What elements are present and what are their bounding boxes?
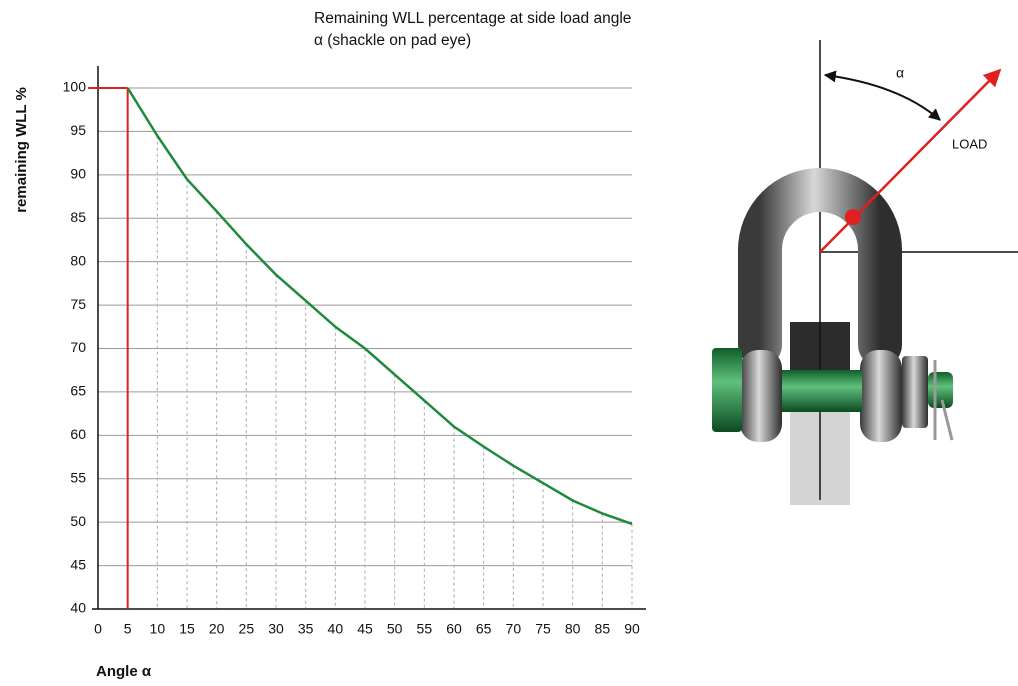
pin-head (712, 348, 742, 432)
y-tick-label: 65 (70, 383, 86, 399)
pin-end (928, 372, 953, 408)
chart-title: Remaining WLL percentage at side load an… (314, 10, 632, 49)
x-tick-label: 85 (595, 621, 611, 637)
y-tick-label: 85 (70, 209, 86, 225)
angle-arc (823, 70, 941, 121)
x-tick-label: 80 (565, 621, 581, 637)
y-tick-label: 40 (70, 600, 86, 616)
x-tick-label: 5 (124, 621, 132, 637)
shackle-bow (738, 168, 902, 367)
x-tick-label: 20 (209, 621, 225, 637)
y-tick-label: 100 (63, 79, 87, 95)
x-tick-label: 50 (387, 621, 403, 637)
angle-label: α (896, 65, 904, 81)
x-tick-label: 60 (446, 621, 462, 637)
x-tick-label: 70 (506, 621, 522, 637)
data-line (126, 87, 633, 526)
x-tick-label: 30 (268, 621, 284, 637)
x-tick-label: 90 (624, 621, 640, 637)
x-tick-label: 45 (357, 621, 373, 637)
y-tick-label: 75 (70, 296, 86, 312)
y-axis-label: remaining WLL % (13, 87, 30, 213)
x-tick-label: 15 (179, 621, 195, 637)
y-tick-label: 90 (70, 166, 86, 182)
x-tick-label: 35 (298, 621, 314, 637)
shackle-ear (860, 350, 902, 442)
y-tick-label: 45 (70, 556, 86, 572)
y-tick-label: 70 (70, 339, 86, 355)
y-tick-label: 55 (70, 469, 86, 485)
x-tick-label: 40 (328, 621, 344, 637)
x-axis-label: Angle α (96, 663, 152, 680)
cotter (933, 360, 954, 441)
load-point (845, 209, 861, 225)
load-label: LOAD (952, 136, 987, 151)
illustration: α LOAD (712, 40, 1018, 505)
x-tick-label: 65 (476, 621, 492, 637)
x-tick-label: 55 (417, 621, 433, 637)
pin (782, 370, 862, 412)
x-tick-label: 10 (150, 621, 166, 637)
y-tick-label: 95 (70, 122, 86, 138)
x-tick-label: 75 (535, 621, 551, 637)
shackle-ear (740, 350, 782, 442)
load-arrow (819, 68, 1002, 253)
nut (902, 356, 928, 428)
y-tick-label: 50 (70, 513, 86, 529)
x-tick-label: 0 (94, 621, 102, 637)
y-tick-label: 60 (70, 426, 86, 442)
y-tick-label: 80 (70, 252, 86, 268)
x-tick-label: 25 (239, 621, 255, 637)
